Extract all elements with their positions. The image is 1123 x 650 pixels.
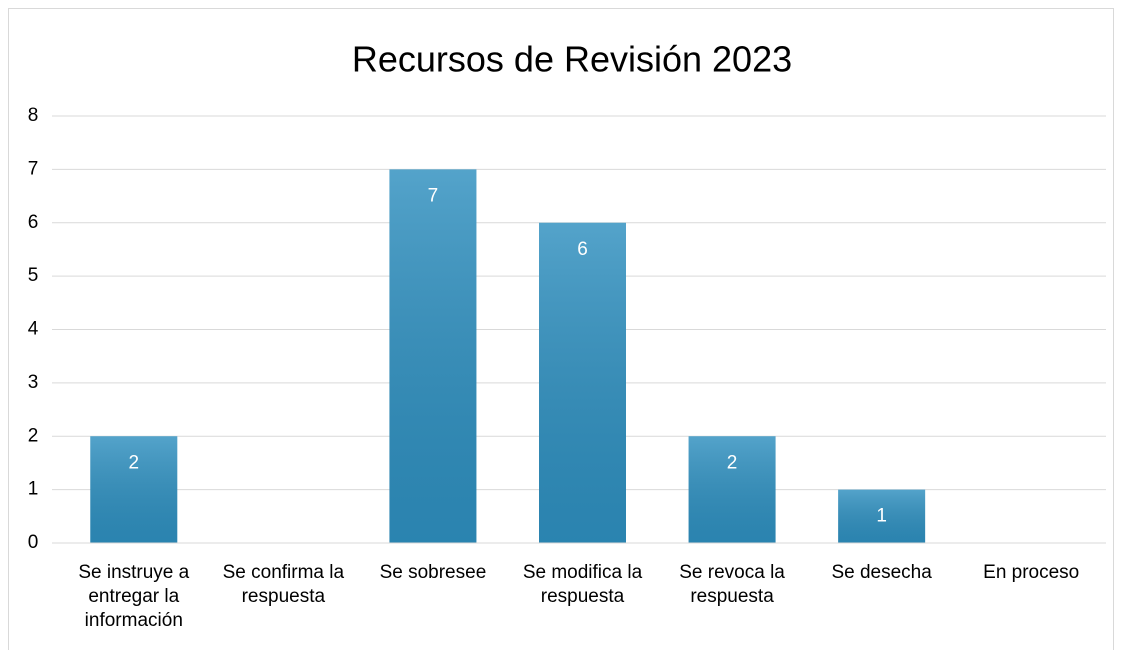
y-tick-label: 8: [28, 105, 39, 126]
bar-shade: [90, 436, 178, 543]
y-tick-label: 5: [28, 265, 39, 286]
x-tick-label: Se revoca la respuesta: [679, 562, 785, 607]
bar-shade: [389, 169, 477, 543]
y-tick-label: 2: [28, 425, 39, 446]
chart-title: Recursos de Revisión 2023: [352, 39, 792, 80]
x-tick-label: Se modifica la respuesta: [522, 562, 643, 607]
x-tick-label: Se confirma la respuesta: [222, 562, 345, 607]
chart-border: [8, 8, 1114, 650]
x-tick-label: En proceso: [983, 562, 1080, 583]
data-label: 6: [577, 239, 588, 260]
bar-shade: [539, 222, 626, 543]
y-tick-label: 6: [28, 212, 39, 233]
x-tick-label: Se sobresee: [379, 562, 487, 583]
x-tick-label: Se instruye a entregar la información: [78, 562, 190, 631]
bar-shade: [838, 489, 926, 543]
data-label: 1: [876, 506, 887, 527]
y-tick-label: 1: [28, 479, 39, 500]
data-label: 7: [428, 185, 439, 206]
y-tick-label: 3: [28, 372, 39, 393]
bar-shade: [688, 436, 776, 543]
y-tick-label: 4: [28, 319, 39, 340]
y-tick-label: 7: [28, 158, 39, 179]
data-label: 2: [128, 452, 139, 473]
y-tick-label: 0: [28, 532, 39, 553]
data-label: 2: [727, 452, 738, 473]
x-tick-label: Se desecha: [831, 562, 932, 583]
